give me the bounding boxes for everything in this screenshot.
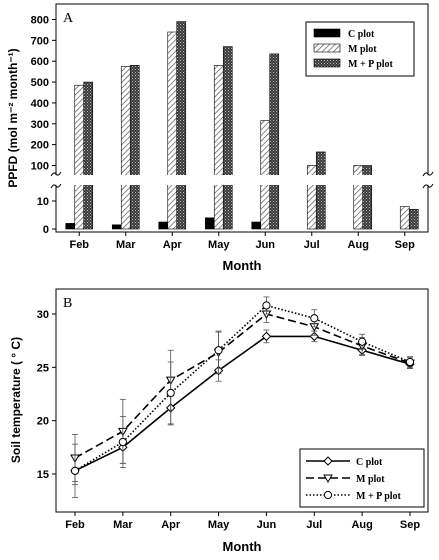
data-point-circle xyxy=(323,490,333,500)
axis-break-mark xyxy=(50,183,62,189)
x-tick-label: Feb xyxy=(69,239,89,251)
axis-break-band xyxy=(50,175,434,185)
data-point-diamond xyxy=(261,331,272,342)
x-tick-label: Jul xyxy=(304,239,320,251)
x-tick-label: Jul xyxy=(306,519,322,531)
data-point-circle xyxy=(214,346,223,355)
panel-b-frame xyxy=(55,288,429,513)
bar-solid xyxy=(251,221,262,230)
x-tick-label: Mar xyxy=(113,519,133,531)
panel-a-axis-break xyxy=(50,171,434,189)
y-tick-label: 15 xyxy=(37,469,49,481)
panel-a-x-ticks: Feb Mar Apr May Jun Jul Aug Sep xyxy=(69,232,415,251)
bar-hatched xyxy=(213,65,224,230)
y-tick-label: 0 xyxy=(43,224,49,236)
axis-break-mark xyxy=(50,171,62,177)
x-tick-label: Jun xyxy=(257,519,277,531)
panel-b-series xyxy=(70,296,415,498)
bar-solid xyxy=(158,221,169,230)
y-tick-label: 500 xyxy=(31,77,49,89)
bar-dotted xyxy=(83,81,94,230)
y-tick-label: 700 xyxy=(31,35,49,47)
data-point-triangle xyxy=(323,474,333,484)
panel-a-y-ticks: 0 10 100 200 300 400 500 600 700 800 xyxy=(31,15,56,236)
legend-swatch-dotted xyxy=(313,58,341,68)
y-tick-label: 300 xyxy=(31,119,49,131)
y-tick-label: 800 xyxy=(31,15,49,27)
x-tick-label: Apr xyxy=(163,239,183,251)
bar-dotted xyxy=(362,165,373,230)
axis-break-mark xyxy=(422,171,434,177)
legend-swatch-hatched xyxy=(313,43,341,53)
x-tick-label: Mar xyxy=(116,239,136,251)
legend-label: M plot xyxy=(348,44,377,55)
y-tick-label: 30 xyxy=(37,309,49,321)
bar-dotted xyxy=(315,151,326,230)
bar-hatched xyxy=(120,66,131,230)
panel-b-x-ticks: Feb Mar Apr May Jun Jul Aug Sep xyxy=(65,512,420,531)
panel-a-bar-chart: A PPFD (mol m⁻² month⁻¹) 0 10 100 200 300 400… xyxy=(6,3,434,273)
bar-dotted xyxy=(222,46,233,230)
data-point-circle xyxy=(70,466,80,475)
axis-break-mark xyxy=(422,183,434,189)
panel-b-legend: C plot M plot M + P plot xyxy=(299,448,425,508)
legend-label: M plot xyxy=(356,474,385,485)
panel-b-x-axis-title: Month xyxy=(223,539,262,554)
data-point-circle xyxy=(166,388,175,398)
panel-b-label: B xyxy=(63,296,72,311)
series-line-dotted xyxy=(74,304,411,472)
data-point-circle xyxy=(310,314,319,323)
x-tick-label: Apr xyxy=(161,519,181,531)
x-tick-label: May xyxy=(208,519,230,531)
y-tick-label: 10 xyxy=(37,196,49,208)
bar-hatched xyxy=(74,84,85,230)
data-point-circle xyxy=(118,437,127,447)
bar-dotted xyxy=(129,65,140,230)
data-point-circle xyxy=(405,357,415,367)
bar-solid xyxy=(204,217,215,230)
y-tick-label: 400 xyxy=(31,98,49,110)
series-line-dashed xyxy=(74,313,411,459)
series-circle xyxy=(70,296,415,498)
bar-dotted xyxy=(408,209,419,230)
bar-solid xyxy=(65,223,76,230)
legend-label: M + P plot xyxy=(356,491,402,502)
x-tick-label: Sep xyxy=(395,239,415,251)
bar-dotted xyxy=(269,53,280,230)
x-tick-label: May xyxy=(208,239,230,251)
panel-b-line-chart: B Soil temperature ( ° C) 15 20 25 30 Feb Ma… xyxy=(9,288,429,554)
y-tick-label: 100 xyxy=(31,161,49,173)
y-tick-label: 20 xyxy=(37,416,49,428)
bar-dotted xyxy=(176,21,187,230)
bar-hatched xyxy=(167,31,178,230)
data-point-circle xyxy=(358,337,367,346)
panel-a-frame xyxy=(55,3,429,233)
x-tick-label: Jun xyxy=(255,239,275,251)
legend-swatch-solid xyxy=(313,28,341,38)
data-point-diamond xyxy=(323,456,333,466)
panel-a-bars xyxy=(65,21,419,230)
legend-label: C plot xyxy=(348,29,375,40)
series-line-solid xyxy=(74,335,411,472)
legend-label: M + P plot xyxy=(348,59,394,70)
bar-hatched xyxy=(399,206,410,230)
x-tick-label: Sep xyxy=(400,519,420,531)
bar-hatched xyxy=(260,120,271,230)
y-tick-label: 25 xyxy=(37,362,49,374)
bar-solid xyxy=(111,224,122,230)
panel-a-x-axis-title: Month xyxy=(223,258,262,273)
panel-a-legend: C plot M plot M + P plot xyxy=(305,21,415,77)
x-tick-label: Aug xyxy=(348,239,369,251)
panel-b-y-ticks: 15 20 25 30 xyxy=(37,309,56,481)
panel-a-label: A xyxy=(63,11,74,26)
legend-label: C plot xyxy=(356,457,383,468)
panel-a-y-axis-title: PPFD (mol m⁻² month⁻¹) xyxy=(6,48,20,187)
y-tick-label: 600 xyxy=(31,56,49,68)
panel-b-y-axis-title: Soil temperature ( ° C) xyxy=(9,337,23,463)
x-tick-label: Feb xyxy=(65,519,85,531)
x-tick-label: Aug xyxy=(351,519,372,531)
data-point-circle xyxy=(262,301,271,310)
y-tick-label: 200 xyxy=(31,140,49,152)
